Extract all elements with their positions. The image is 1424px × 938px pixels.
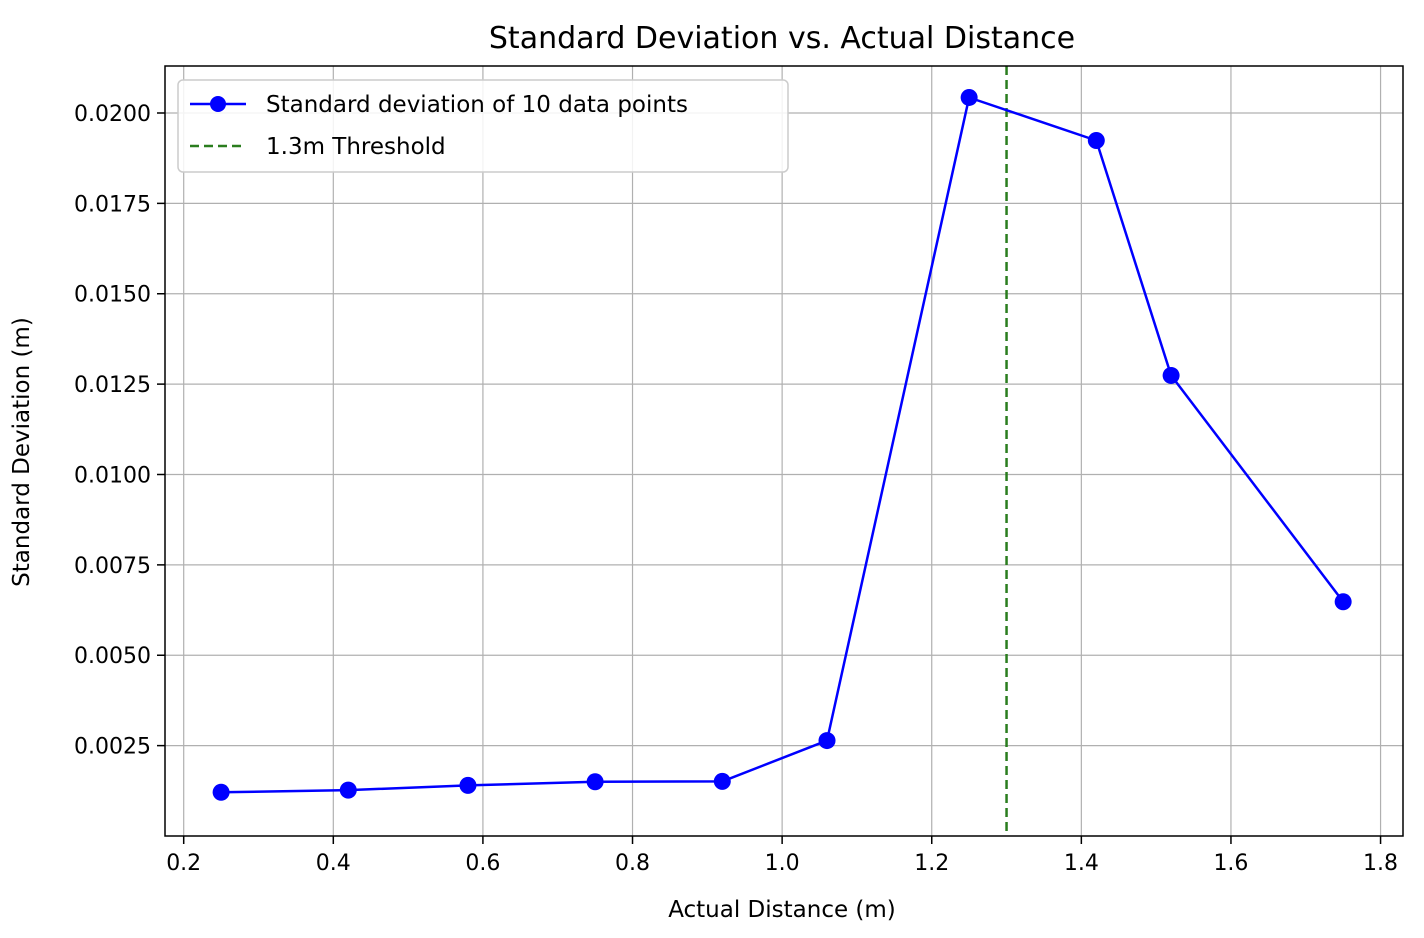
y-tick-label: 0.0150 [74,283,151,308]
x-tick-label: 0.8 [615,851,650,876]
y-tick-label: 0.0125 [74,373,151,398]
data-point [960,88,978,106]
x-tick-label: 0.2 [166,851,201,876]
data-point [1334,593,1352,611]
data-point [818,732,836,750]
y-tick-label: 0.0100 [74,463,151,488]
legend-box [177,79,789,173]
legend: Standard deviation of 10 data points 1.3… [177,79,789,173]
series-line [221,96,1345,794]
y-axis-ticks: 0.0025 0.0050 0.0075 0.0100 0.0125 0.0150 0.01… [74,102,165,760]
legend-threshold-label: 1.3m Threshold [266,134,446,160]
x-tick-label: 0.4 [316,851,351,876]
y-tick-label: 0.0175 [74,192,151,217]
data-point [339,781,357,799]
plot-frame [164,65,1404,837]
series-layer [212,88,1352,801]
data-point [459,776,477,794]
y-tick-label: 0.0200 [74,102,151,127]
data-point [586,773,604,791]
y-tick-label: 0.0025 [74,735,151,760]
x-tick-label: 0.6 [465,851,500,876]
data-point [713,772,731,790]
y-axis-label: Standard Deviation (m) [9,317,35,587]
x-axis-label: Actual Distance (m) [668,897,896,923]
legend-series-label: Standard deviation of 10 data points [266,92,688,118]
data-point [212,783,230,801]
x-tick-label: 1.0 [765,851,800,876]
y-tick-label: 0.0050 [74,644,151,669]
grid [165,66,1403,836]
x-tick-label: 1.6 [1213,851,1248,876]
chart-title: Standard Deviation vs. Actual Distance [489,21,1075,56]
data-point [1087,131,1105,149]
x-tick-label: 1.8 [1363,851,1398,876]
x-tick-label: 1.4 [1064,851,1099,876]
x-axis-ticks: 0.2 0.4 0.6 0.8 1.0 1.2 1.4 1.6 1.8 [166,836,1398,876]
data-point [1162,366,1180,384]
y-tick-label: 0.0075 [74,554,151,579]
legend-series-marker-swatch [210,96,226,112]
x-tick-label: 1.2 [914,851,949,876]
